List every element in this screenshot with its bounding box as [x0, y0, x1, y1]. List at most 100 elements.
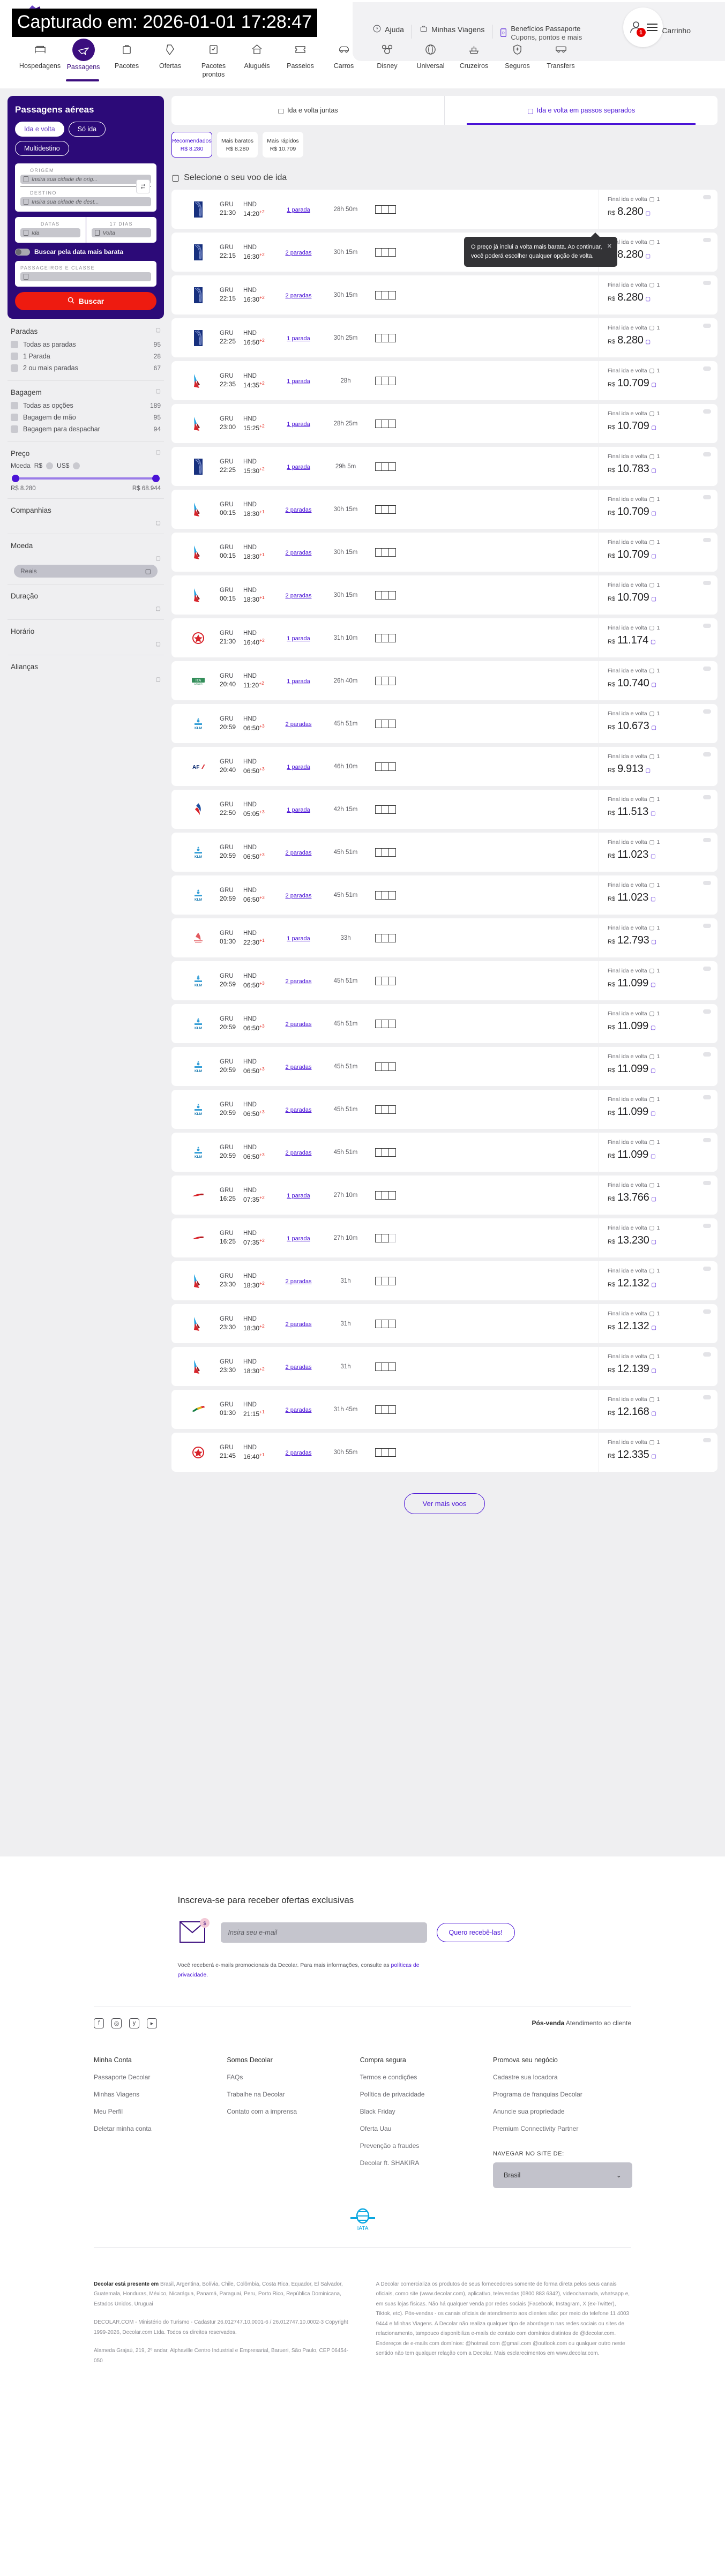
chevron-right-icon[interactable]: ▢	[651, 425, 656, 431]
filter-option[interactable]: 2 ou mais paradas 67	[11, 362, 161, 374]
stops-link[interactable]: 2 paradas	[285, 892, 312, 899]
save-flight-button[interactable]	[703, 1095, 711, 1099]
info-icon[interactable]: ▢	[649, 1139, 655, 1145]
info-icon[interactable]: ▢	[649, 839, 655, 845]
chevron-right-icon[interactable]: ▢	[650, 1025, 656, 1031]
flight-result-row[interactable]: KLM GRU 20:59 HND 06:50+3 2 paradas 45h 51m Fin…	[171, 833, 717, 872]
flight-result-row[interactable]: GRU 22:25 HND 16:50+2 1 parada 30h 25m Final i…	[171, 318, 717, 357]
return-date-field[interactable]: 17 DIAS Volta	[85, 217, 157, 243]
save-flight-button[interactable]	[703, 324, 711, 328]
footer-link[interactable]: Contato com a imprensa	[227, 2107, 297, 2115]
stops-link[interactable]: 1 parada	[287, 421, 310, 428]
newsletter-subscribe-button[interactable]: Quero recebê-las!	[436, 1922, 515, 1942]
footer-link[interactable]: Black Friday	[360, 2107, 395, 2115]
save-flight-button[interactable]	[703, 795, 711, 799]
chevron-right-icon[interactable]: ▢	[645, 253, 651, 259]
instagram-icon[interactable]: ◎	[111, 2018, 122, 2028]
chevron-right-icon[interactable]: ▢	[651, 682, 656, 688]
nav-item-seguros[interactable]: Seguros	[496, 36, 539, 71]
filter-group-aliancas[interactable]: Alianças ▢	[8, 655, 164, 690]
flight-result-row[interactable]: KLM GRU 20:59 HND 06:50+3 2 paradas 45h 51m Fin…	[171, 875, 717, 915]
flight-result-row[interactable]: GRU 21:30 HND 14:20+2 1 parada 28h 50m Final i…	[171, 190, 717, 229]
save-flight-button[interactable]	[703, 1138, 711, 1142]
my-trips-link[interactable]: Minhas Viagens	[412, 25, 492, 34]
chevron-right-icon[interactable]: ▢	[650, 1111, 656, 1117]
save-flight-button[interactable]	[703, 238, 711, 242]
chevron-right-icon[interactable]: ▢	[645, 768, 651, 774]
footer-link[interactable]: Prevenção a fraudes	[360, 2141, 420, 2150]
footer-link[interactable]: Minhas Viagens	[94, 2090, 140, 2098]
save-flight-button[interactable]	[703, 366, 711, 371]
save-flight-button[interactable]	[703, 281, 711, 285]
info-icon[interactable]: ▢	[649, 453, 655, 460]
load-more-flights-button[interactable]: Ver mais voos	[403, 1493, 485, 1514]
hamburger-icon[interactable]	[646, 24, 657, 31]
chevron-right-icon[interactable]: ▢	[651, 511, 656, 516]
chevron-right-icon[interactable]: ▢	[651, 468, 656, 474]
chevron-up-icon[interactable]: ▢	[155, 450, 161, 455]
account-menu-button[interactable]: 1	[623, 8, 663, 47]
currency-option-usd-radio[interactable]	[73, 462, 80, 469]
chevron-down-icon[interactable]: ▢	[155, 606, 161, 612]
tooltip-close-icon[interactable]: ✕	[607, 243, 612, 250]
nav-item-pacotes-prontos[interactable]: Pacotes prontos	[192, 36, 235, 79]
save-flight-button[interactable]	[703, 452, 711, 456]
filter-group-companhias[interactable]: Companhias ▢	[8, 498, 164, 534]
nav-item-ofertas[interactable]: Ofertas	[148, 36, 192, 71]
chevron-right-icon[interactable]: ▢	[651, 1196, 656, 1202]
slider-knob-max[interactable]	[152, 475, 160, 482]
flight-result-row[interactable]: GRU 00:15 HND 18:30+1 2 paradas 30h 15m Final …	[171, 575, 717, 615]
info-icon[interactable]: ▢	[649, 1439, 655, 1446]
flight-result-row[interactable]: GRU 22:35 HND 14:35+2 1 parada 28h Final ida e…	[171, 361, 717, 400]
flight-result-row[interactable]: GRU 23:00 HND 15:25+2 1 parada 28h 25m Final i…	[171, 404, 717, 443]
save-flight-button[interactable]	[703, 1009, 711, 1014]
footer-link[interactable]: Cadastre sua locadora	[492, 2073, 558, 2081]
info-icon[interactable]: ▢	[649, 1053, 655, 1060]
stops-link[interactable]: 1 parada	[287, 378, 310, 385]
departure-date-field[interactable]: DATAS Ida	[15, 217, 86, 243]
save-flight-button[interactable]	[703, 1052, 711, 1057]
chevron-right-icon[interactable]: ▢	[650, 982, 656, 988]
sort-mais-baratos[interactable]: Mais baratos R$ 8.280	[217, 132, 258, 158]
nav-item-alugueis[interactable]: Aluguéis	[235, 36, 279, 71]
chevron-right-icon[interactable]: ▢	[651, 553, 656, 559]
checkbox[interactable]	[11, 341, 18, 348]
chevron-right-icon[interactable]: ▢	[651, 939, 656, 945]
chevron-down-icon[interactable]: ▢	[155, 677, 161, 683]
flight-result-row[interactable]: GRU 01:30 HND 21:15+1 2 paradas 31h 45m Final …	[171, 1390, 717, 1429]
footer-link[interactable]: Deletar minha conta	[94, 2124, 152, 2132]
nav-item-hospedagens[interactable]: Hospedagens	[18, 36, 62, 71]
flight-result-row[interactable]: GRU 01:30 HND 22:30+1 1 parada 33h Final ida e…	[171, 918, 717, 957]
sort-recomendados[interactable]: Recomendados R$ 8.280	[171, 132, 212, 158]
info-icon[interactable]: ▢	[649, 325, 655, 331]
save-flight-button[interactable]	[703, 1352, 711, 1357]
save-flight-button[interactable]	[703, 1181, 711, 1185]
info-icon[interactable]: ▢	[649, 1096, 655, 1103]
filter-option[interactable]: Bagagem de mão 95	[11, 411, 161, 423]
save-flight-button[interactable]	[703, 838, 711, 842]
info-icon[interactable]: ▢	[649, 1311, 655, 1317]
return-date-input[interactable]: Volta	[91, 228, 151, 237]
stops-link[interactable]: 1 parada	[287, 678, 310, 685]
checkbox[interactable]	[11, 402, 18, 409]
info-icon[interactable]: ▢	[649, 282, 655, 288]
flight-result-row[interactable]: GRU 21:30 HND 16:40+2 1 parada 31h 10m Final i…	[171, 618, 717, 657]
cheapest-date-toggle[interactable]: Buscar pela data mais barata	[15, 248, 156, 256]
save-flight-button[interactable]	[703, 624, 711, 628]
filter-option[interactable]: 1 Parada 28	[11, 350, 161, 362]
info-icon[interactable]: ▢	[649, 1353, 655, 1360]
flight-result-row[interactable]: GRU 00:15 HND 18:30+1 2 paradas 30h 15m Final …	[171, 533, 717, 572]
nav-item-cruzeiros[interactable]: Cruzeiros	[452, 36, 496, 71]
stops-link[interactable]: 2 paradas	[285, 1064, 312, 1070]
chevron-right-icon[interactable]: ▢	[645, 339, 651, 345]
info-icon[interactable]: ▢	[649, 239, 655, 245]
chevron-right-icon[interactable]: ▢	[650, 1068, 656, 1074]
footer-link[interactable]: Política de privacidade	[360, 2090, 425, 2098]
flight-result-row[interactable]: ITA AIRWAYS GRU 20:40 HND 11:20+2 1 parada 26h …	[171, 661, 717, 700]
stops-link[interactable]: 1 parada	[287, 635, 310, 642]
info-icon[interactable]: ▢	[649, 496, 655, 503]
nav-item-transfers[interactable]: Transfers	[539, 36, 582, 71]
nav-item-passeios[interactable]: Passeios	[279, 36, 322, 71]
save-flight-button[interactable]	[703, 752, 711, 757]
youtube-icon[interactable]: ▸	[147, 2018, 157, 2028]
